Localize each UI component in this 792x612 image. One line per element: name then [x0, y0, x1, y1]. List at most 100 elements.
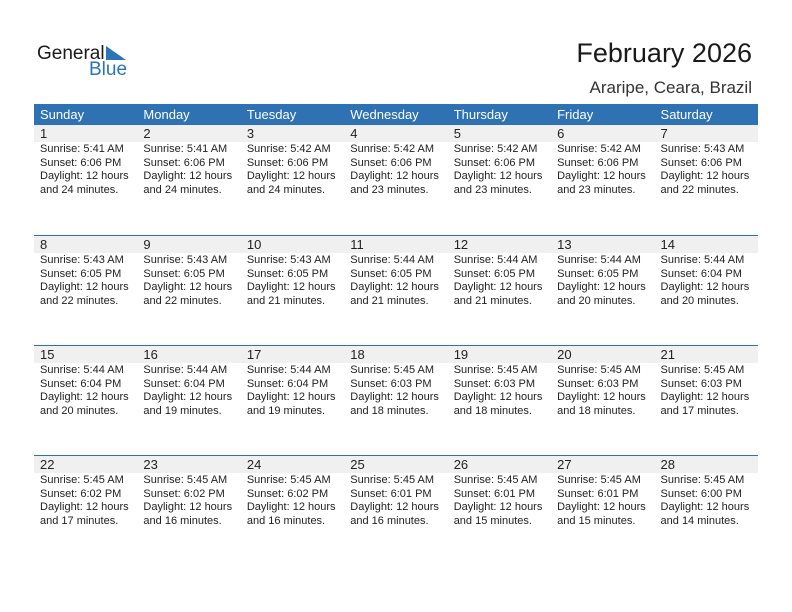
day-number: 21 [654, 346, 758, 363]
day-cell: 17 Sunrise: 5:44 AM Sunset: 6:04 PM Dayligh… [240, 346, 345, 455]
daylight-text: Daylight: 12 hours [350, 501, 439, 513]
sunset-text: Sunset: 6:02 PM [143, 487, 225, 500]
sunrise-text: Sunrise: 5:44 AM [143, 364, 228, 376]
daylight-text: Daylight: 12 hours [660, 501, 750, 513]
sunset-text: Sunset: 6:06 PM [143, 156, 225, 169]
calendar-grid: Sunday Monday Tuesday Wednesday Thursday Frid… [34, 104, 758, 565]
daylight-text: Daylight: 12 hours [40, 281, 129, 293]
day-cell: 13 Sunrise: 5:44 AM Sunset: 6:05 PM Dayligh… [551, 236, 655, 345]
sunset-text: Sunset: 6:02 PM [40, 487, 122, 500]
sunset-text: Sunset: 6:06 PM [660, 156, 742, 169]
sunrise-text: Sunrise: 5:44 AM [40, 364, 124, 376]
daylight-text: Daylight: 12 hours [557, 501, 646, 513]
daylight-text: Daylight: 12 hours [453, 170, 543, 182]
day-number: 3 [240, 125, 345, 142]
minutes-text: and 19 minutes. [246, 404, 326, 417]
day-number: 20 [551, 346, 655, 363]
day-cell: 28 Sunrise: 5:45 AM Sunset: 6:00 PM Dayligh… [654, 456, 758, 565]
sunrise-text: Sunrise: 5:45 AM [40, 474, 124, 486]
minutes-text: and 22 minutes. [143, 294, 222, 307]
minutes-text: and 20 minutes. [40, 404, 119, 417]
sunset-text: Sunset: 6:04 PM [143, 377, 225, 390]
sunset-text: Sunset: 6:05 PM [143, 267, 225, 280]
daylight-text: Daylight: 12 hours [40, 391, 129, 403]
minutes-text: and 24 minutes. [246, 183, 326, 196]
weekday-saturday: Saturday [660, 107, 713, 122]
weekday-thursday: Thursday [453, 107, 508, 122]
minutes-text: and 14 minutes. [660, 514, 739, 527]
sunrise-text: Sunrise: 5:43 AM [40, 254, 124, 266]
sunset-text: Sunset: 6:06 PM [40, 156, 122, 169]
day-cell: 15 Sunrise: 5:44 AM Sunset: 6:04 PM Dayligh… [34, 346, 138, 455]
week-row: 22 Sunrise: 5:45 AM Sunset: 6:02 PM Dayligh… [34, 455, 758, 565]
day-number: 12 [447, 236, 552, 253]
sunrise-text: Sunrise: 5:42 AM [350, 143, 435, 155]
day-cell: 8 Sunrise: 5:43 AM Sunset: 6:05 PM Daylight… [34, 236, 138, 345]
minutes-text: and 18 minutes. [453, 404, 532, 417]
sunset-text: Sunset: 6:03 PM [660, 377, 742, 390]
sunrise-text: Sunrise: 5:45 AM [143, 474, 228, 486]
minutes-text: and 18 minutes. [557, 404, 636, 417]
sunrise-text: Sunrise: 5:43 AM [143, 254, 228, 266]
weekday-friday: Friday [557, 107, 594, 122]
sunrise-text: Sunrise: 5:42 AM [453, 143, 538, 155]
daylight-text: Daylight: 12 hours [660, 281, 750, 293]
sunset-text: Sunset: 6:03 PM [453, 377, 536, 390]
page-title: February 2026 [576, 38, 752, 68]
minutes-text: and 22 minutes. [40, 294, 119, 307]
day-cell: 24 Sunrise: 5:45 AM Sunset: 6:02 PM Dayligh… [240, 456, 345, 565]
minutes-text: and 20 minutes. [557, 294, 636, 307]
minutes-text: and 21 minutes. [246, 294, 326, 307]
sunset-text: Sunset: 6:03 PM [350, 377, 432, 390]
week-row: 1 Sunrise: 5:41 AM Sunset: 6:06 PM Daylight… [34, 125, 758, 235]
sunrise-text: Sunrise: 5:41 AM [143, 143, 228, 155]
sunrise-text: Sunrise: 5:45 AM [350, 364, 435, 376]
day-number: 17 [240, 346, 345, 363]
day-cell: 10 Sunrise: 5:43 AM Sunset: 6:05 PM Dayligh… [240, 236, 345, 345]
sunrise-text: Sunrise: 5:41 AM [40, 143, 124, 155]
daylight-text: Daylight: 12 hours [143, 391, 233, 403]
minutes-text: and 21 minutes. [350, 294, 429, 307]
sunset-text: Sunset: 6:04 PM [660, 267, 742, 280]
minutes-text: and 24 minutes. [40, 183, 119, 196]
weekday-sunday: Sunday [40, 107, 85, 122]
weekday-header: Sunday Monday Tuesday Wednesday Thursday Frid… [34, 104, 758, 125]
logo-general: General [37, 43, 105, 64]
daylight-text: Daylight: 12 hours [660, 170, 750, 182]
daylight-text: Daylight: 12 hours [246, 501, 336, 513]
day-number: 4 [344, 125, 448, 142]
day-cell: 5 Sunrise: 5:42 AM Sunset: 6:06 PM Daylight… [447, 125, 552, 235]
minutes-text: and 21 minutes. [453, 294, 532, 307]
sunset-text: Sunset: 6:01 PM [453, 487, 536, 500]
daylight-text: Daylight: 12 hours [557, 391, 646, 403]
sunset-text: Sunset: 6:01 PM [350, 487, 432, 500]
daylight-text: Daylight: 12 hours [143, 170, 233, 182]
day-cell: 27 Sunrise: 5:45 AM Sunset: 6:01 PM Dayligh… [551, 456, 655, 565]
minutes-text: and 24 minutes. [143, 183, 222, 196]
sunset-text: Sunset: 6:05 PM [453, 267, 536, 280]
minutes-text: and 23 minutes. [350, 183, 429, 196]
day-cell: 26 Sunrise: 5:45 AM Sunset: 6:01 PM Dayligh… [447, 456, 552, 565]
day-cell: 16 Sunrise: 5:44 AM Sunset: 6:04 PM Dayligh… [137, 346, 241, 455]
sunset-text: Sunset: 6:04 PM [40, 377, 122, 390]
day-number: 13 [551, 236, 655, 253]
daylight-text: Daylight: 12 hours [453, 281, 543, 293]
sunset-text: Sunset: 6:05 PM [246, 267, 329, 280]
daylight-text: Daylight: 12 hours [246, 391, 336, 403]
daylight-text: Daylight: 12 hours [143, 501, 233, 513]
sunset-text: Sunset: 6:05 PM [40, 267, 122, 280]
day-cell: 2 Sunrise: 5:41 AM Sunset: 6:06 PM Daylight… [137, 125, 241, 235]
day-cell: 14 Sunrise: 5:44 AM Sunset: 6:04 PM Dayligh… [654, 236, 758, 345]
minutes-text: and 16 minutes. [350, 514, 429, 527]
day-cell: 25 Sunrise: 5:45 AM Sunset: 6:01 PM Dayligh… [344, 456, 448, 565]
sunset-text: Sunset: 6:05 PM [557, 267, 639, 280]
day-cell: 11 Sunrise: 5:44 AM Sunset: 6:05 PM Dayligh… [344, 236, 448, 345]
location: Araripe, Ceara, Brazil [589, 78, 752, 97]
daylight-text: Daylight: 12 hours [40, 170, 129, 182]
day-cell: 4 Sunrise: 5:42 AM Sunset: 6:06 PM Daylight… [344, 125, 448, 235]
sunrise-text: Sunrise: 5:45 AM [246, 474, 331, 486]
sunrise-text: Sunrise: 5:42 AM [246, 143, 331, 155]
sunrise-text: Sunrise: 5:45 AM [453, 364, 538, 376]
daylight-text: Daylight: 12 hours [350, 391, 439, 403]
sunrise-text: Sunrise: 5:44 AM [246, 364, 331, 376]
